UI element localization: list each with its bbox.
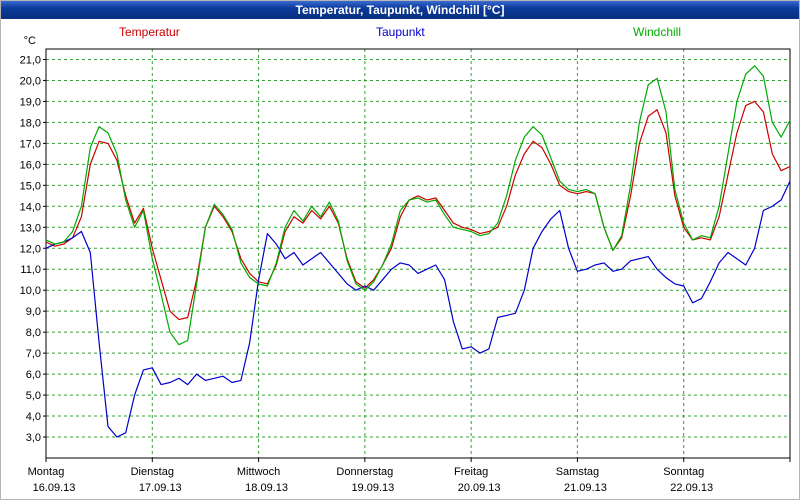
svg-text:17.09.13: 17.09.13 <box>139 482 182 494</box>
svg-text:14,0: 14,0 <box>20 201 41 213</box>
svg-text:Donnerstag: Donnerstag <box>336 466 393 478</box>
svg-text:19.09.13: 19.09.13 <box>351 482 394 494</box>
svg-text:Montag: Montag <box>28 466 65 478</box>
svg-text:10,0: 10,0 <box>20 285 41 297</box>
svg-text:22.09.13: 22.09.13 <box>670 482 713 494</box>
svg-text:7,0: 7,0 <box>26 348 41 360</box>
svg-text:Mittwoch: Mittwoch <box>237 466 280 478</box>
svg-text:18,0: 18,0 <box>20 117 41 129</box>
svg-text:4,0: 4,0 <box>26 411 41 423</box>
svg-text:11,0: 11,0 <box>20 264 41 276</box>
legend-taupunkt: Taupunkt <box>376 25 425 39</box>
svg-text:20,0: 20,0 <box>20 75 41 87</box>
svg-text:5,0: 5,0 <box>26 390 41 402</box>
svg-text:12,0: 12,0 <box>20 243 41 255</box>
legend-temperatur: Temperatur <box>119 25 180 39</box>
svg-text:21,0: 21,0 <box>20 54 41 66</box>
svg-text:9,0: 9,0 <box>26 306 41 318</box>
svg-text:20.09.13: 20.09.13 <box>458 482 501 494</box>
legend-windchill: Windchill <box>633 25 682 39</box>
svg-text:16,0: 16,0 <box>20 159 41 171</box>
svg-text:Samstag: Samstag <box>556 466 599 478</box>
svg-text:Freitag: Freitag <box>454 466 488 478</box>
svg-text:Dienstag: Dienstag <box>131 466 174 478</box>
svg-text:17,0: 17,0 <box>20 138 41 150</box>
svg-text:19,0: 19,0 <box>20 96 41 108</box>
svg-text:6,0: 6,0 <box>26 369 41 381</box>
svg-text:Sonntag: Sonntag <box>663 466 704 478</box>
svg-text:16.09.13: 16.09.13 <box>33 482 76 494</box>
window-title: Temperatur, Taupunkt, Windchill [°C] <box>1 1 799 19</box>
svg-text:15,0: 15,0 <box>20 180 41 192</box>
svg-text:°C: °C <box>24 35 36 47</box>
svg-text:3,0: 3,0 <box>26 432 41 444</box>
svg-text:18.09.13: 18.09.13 <box>245 482 288 494</box>
svg-text:21.09.13: 21.09.13 <box>564 482 607 494</box>
svg-text:8,0: 8,0 <box>26 327 41 339</box>
svg-text:13,0: 13,0 <box>20 222 41 234</box>
